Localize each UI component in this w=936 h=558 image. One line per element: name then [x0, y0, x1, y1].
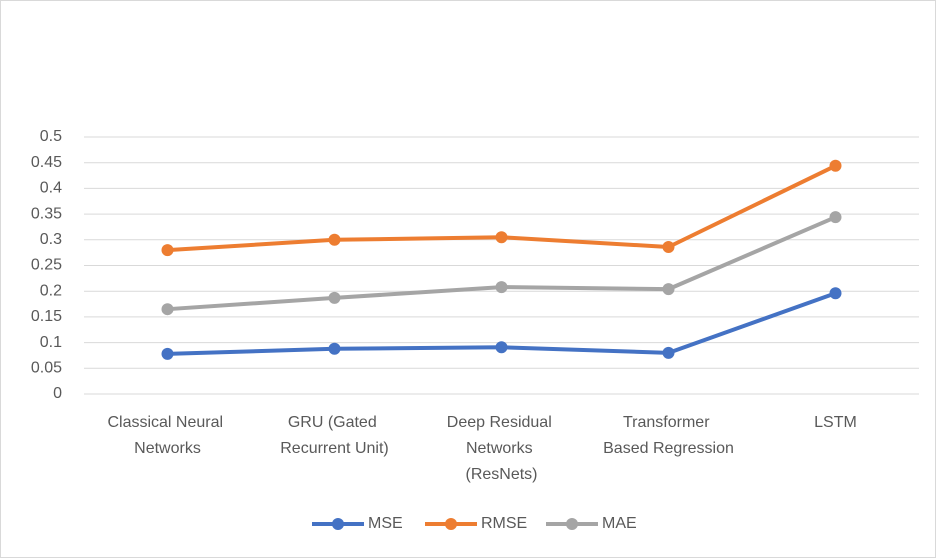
- y-tick-label: 0.3: [40, 231, 62, 248]
- x-tick-label: GRU (Gated Recurrent Unit): [280, 414, 388, 457]
- data-point: [829, 159, 842, 172]
- data-point: [161, 347, 174, 360]
- x-tick-label: Transformer Based Regression: [603, 414, 734, 457]
- data-point: [495, 341, 508, 354]
- y-tick-label: 0.15: [31, 308, 62, 325]
- y-tick-label: 0.35: [31, 205, 62, 222]
- y-tick-label: 0.25: [31, 257, 62, 274]
- y-tick-label: 0.2: [40, 282, 62, 299]
- y-tick-label: 0.1: [40, 334, 62, 351]
- y-tick-label: 0: [53, 385, 62, 402]
- legend-marker: [566, 518, 578, 530]
- data-point: [662, 283, 675, 296]
- data-point: [662, 240, 675, 253]
- legend-label: RMSE: [481, 515, 527, 532]
- data-point: [829, 287, 842, 300]
- data-point: [328, 342, 341, 355]
- y-tick-label: 0.5: [40, 128, 62, 145]
- x-tick-label: Classical Neural Networks: [107, 414, 227, 457]
- x-tick-label: Deep Residual Networks (ResNets): [447, 414, 556, 483]
- y-tick-label: 0.05: [31, 360, 62, 377]
- data-point: [328, 291, 341, 304]
- y-tick-label: 0.4: [40, 180, 62, 197]
- data-point: [495, 231, 508, 244]
- x-tick-label: LSTM: [814, 414, 857, 431]
- data-point: [662, 346, 675, 359]
- legend-label: MSE: [368, 515, 403, 532]
- legend-marker: [445, 518, 457, 530]
- data-point: [829, 211, 842, 224]
- data-point: [161, 244, 174, 257]
- data-point: [161, 303, 174, 316]
- data-point: [495, 281, 508, 294]
- y-tick-label: 0.45: [31, 154, 62, 171]
- data-point: [328, 233, 341, 246]
- legend-marker: [332, 518, 344, 530]
- legend-label: MAE: [602, 515, 637, 532]
